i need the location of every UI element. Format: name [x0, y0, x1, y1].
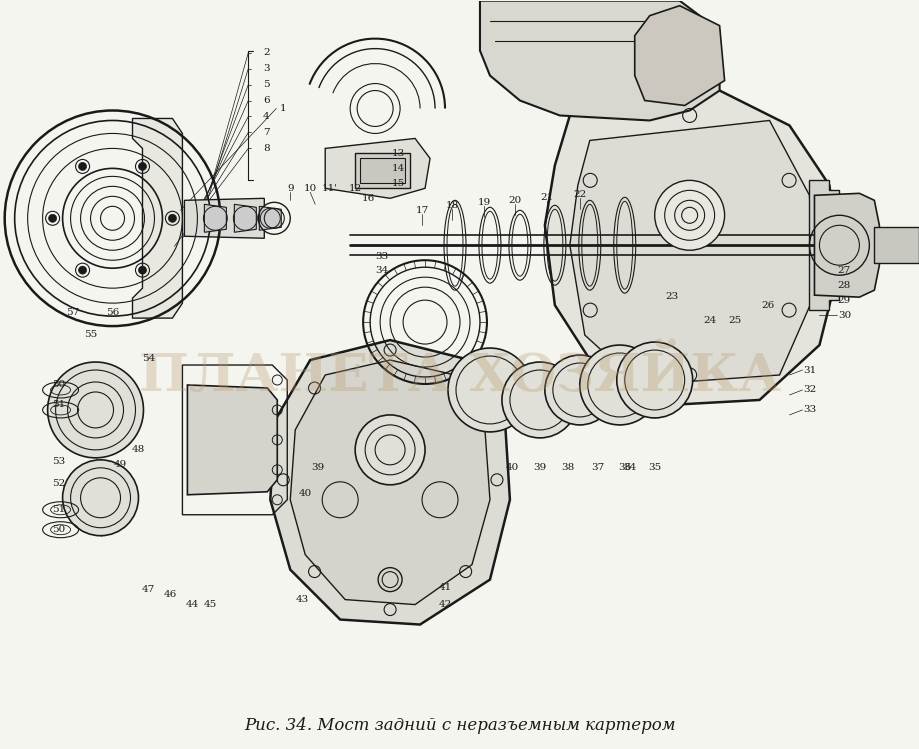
Text: 47: 47 [142, 585, 155, 594]
Text: 34: 34 [375, 266, 389, 275]
Text: 39: 39 [533, 464, 546, 473]
Text: 48: 48 [131, 446, 145, 455]
Text: 52: 52 [52, 479, 65, 488]
Text: 44: 44 [186, 600, 199, 609]
Text: 46: 46 [164, 590, 176, 599]
Text: 8: 8 [263, 144, 269, 153]
Text: 11': 11' [322, 184, 338, 192]
Text: 33: 33 [802, 405, 815, 414]
Text: 3: 3 [263, 64, 269, 73]
Text: 20: 20 [507, 195, 521, 204]
Text: 55: 55 [84, 330, 97, 339]
Polygon shape [813, 193, 879, 297]
Text: 42: 42 [438, 600, 451, 609]
Polygon shape [270, 340, 509, 625]
Text: 33: 33 [375, 252, 389, 261]
Polygon shape [359, 158, 404, 184]
Text: 26: 26 [760, 300, 773, 309]
Polygon shape [132, 118, 182, 318]
Circle shape [544, 355, 614, 425]
Text: 51: 51 [52, 506, 65, 515]
Circle shape [62, 460, 139, 536]
Text: 32: 32 [802, 386, 815, 395]
Text: 38: 38 [561, 464, 573, 473]
Text: 57: 57 [66, 308, 79, 317]
Polygon shape [259, 206, 281, 230]
Text: 22: 22 [573, 189, 585, 198]
Text: 53: 53 [52, 458, 65, 467]
Polygon shape [873, 227, 918, 263]
Polygon shape [324, 139, 429, 198]
Circle shape [78, 266, 86, 274]
Polygon shape [480, 1, 719, 121]
Text: 40: 40 [505, 464, 518, 473]
Text: 34: 34 [622, 464, 636, 473]
Circle shape [616, 342, 692, 418]
Circle shape [168, 214, 176, 222]
Text: 39: 39 [312, 464, 324, 473]
Polygon shape [184, 198, 264, 238]
Text: 24: 24 [702, 315, 716, 324]
Text: 2: 2 [263, 48, 269, 57]
Text: 51: 51 [52, 401, 65, 410]
Text: 36: 36 [618, 464, 630, 473]
Text: 4: 4 [263, 112, 269, 121]
Text: 28: 28 [837, 281, 850, 290]
Text: 14: 14 [391, 164, 404, 173]
Circle shape [579, 345, 659, 425]
Text: 16: 16 [361, 194, 374, 203]
Circle shape [139, 163, 146, 171]
Circle shape [49, 214, 57, 222]
Polygon shape [187, 385, 277, 495]
Text: 27: 27 [837, 266, 850, 275]
Text: 41: 41 [438, 583, 451, 592]
Circle shape [448, 348, 531, 432]
Text: 19: 19 [477, 198, 490, 207]
Text: ПЛАНЕТА ХОЗЯЙКА: ПЛАНЕТА ХОЗЯЙКА [139, 348, 780, 401]
Text: 1: 1 [279, 104, 286, 113]
Text: 37: 37 [591, 464, 604, 473]
Polygon shape [569, 121, 813, 385]
Circle shape [78, 163, 86, 171]
Text: 18: 18 [445, 201, 459, 210]
Text: 31: 31 [802, 366, 815, 374]
Polygon shape [234, 204, 256, 232]
Text: 50: 50 [52, 525, 65, 534]
Polygon shape [809, 181, 838, 310]
Text: 21: 21 [539, 192, 553, 201]
Text: 15: 15 [391, 179, 404, 188]
Text: 40: 40 [299, 489, 312, 498]
Text: 56: 56 [106, 308, 119, 317]
Text: 6: 6 [263, 96, 269, 105]
Circle shape [355, 415, 425, 485]
Text: 54: 54 [142, 354, 155, 363]
Text: 30: 30 [837, 311, 850, 320]
Polygon shape [634, 6, 724, 106]
Text: 50: 50 [52, 380, 65, 389]
Text: 23: 23 [664, 291, 677, 300]
Text: 10: 10 [303, 184, 316, 192]
Circle shape [502, 362, 577, 438]
Text: 13: 13 [391, 149, 404, 158]
Circle shape [139, 266, 146, 274]
Text: 49: 49 [114, 461, 127, 470]
Polygon shape [355, 154, 410, 188]
Text: 7: 7 [263, 128, 269, 137]
Polygon shape [289, 360, 490, 604]
Polygon shape [544, 91, 838, 405]
Circle shape [48, 362, 143, 458]
Polygon shape [204, 204, 226, 232]
Text: Рис. 34. Мост задний с неразъемным картером: Рис. 34. Мост задний с неразъемным карте… [244, 717, 675, 734]
Text: 43: 43 [295, 595, 309, 604]
Circle shape [654, 181, 724, 250]
Text: 29: 29 [837, 296, 850, 305]
Text: 45: 45 [203, 600, 217, 609]
Text: 5: 5 [263, 80, 269, 89]
Text: 25: 25 [727, 315, 741, 324]
Text: 9: 9 [287, 184, 293, 192]
Text: 17: 17 [415, 206, 428, 215]
Text: 35: 35 [647, 464, 661, 473]
Text: 12: 12 [348, 184, 361, 192]
